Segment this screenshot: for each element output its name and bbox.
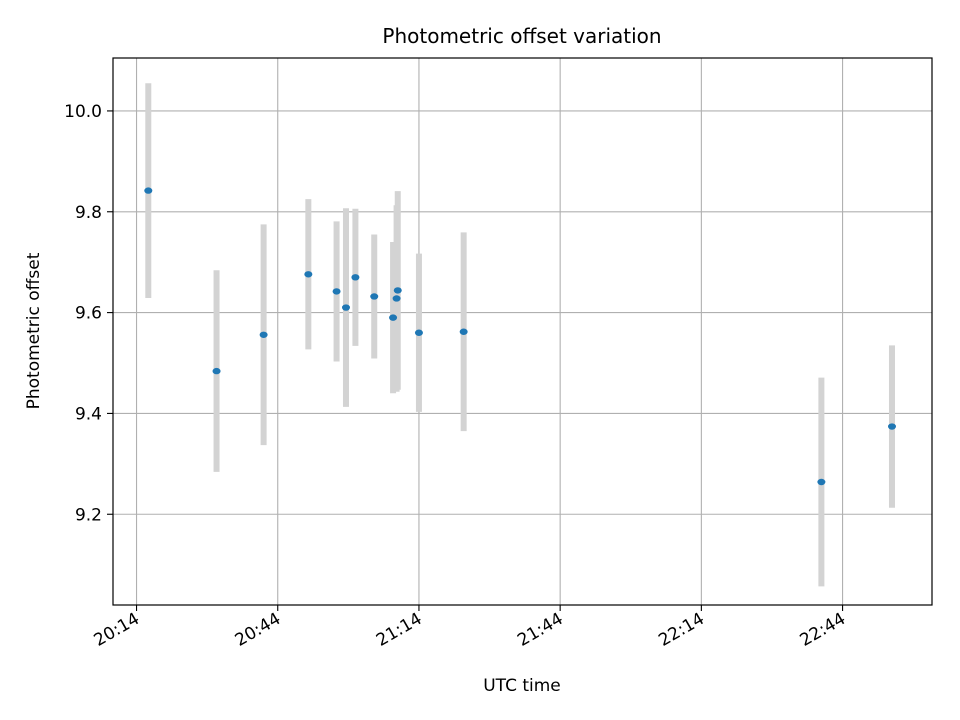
data-point [370,293,379,300]
data-point [304,271,313,278]
data-point [351,274,360,281]
data-point [332,288,341,295]
data-point [341,304,350,311]
chart-title: Photometric offset variation [382,24,661,48]
y-tick-label: 9.8 [75,203,102,223]
grid [113,58,932,605]
y-tick-label: 9.2 [75,505,102,525]
plot-frame [112,57,933,606]
data-point [887,423,896,430]
x-axis-title: UTC time [483,676,561,696]
y-tick-label: 10.0 [64,102,102,122]
data-point [414,329,423,336]
data-point [817,478,826,486]
data-point [389,314,398,321]
data-point [393,287,402,294]
data-point [392,295,401,302]
y-axis: 9.2 9.4 9.6 9.8 10.0 [64,102,113,525]
y-tick-label: 9.6 [75,304,102,324]
data-points [144,187,896,486]
data-point [144,187,153,194]
y-axis-title: Photometric offset [24,252,44,409]
data-point [212,367,221,375]
data-point [259,331,268,338]
y-tick-label: 9.4 [75,404,102,424]
data-point [459,328,468,335]
